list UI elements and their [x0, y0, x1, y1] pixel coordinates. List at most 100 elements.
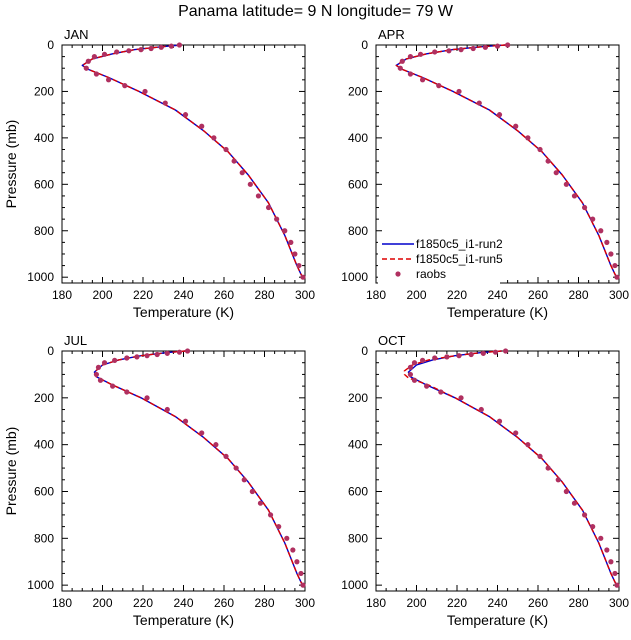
y-tick-label: 800	[348, 224, 368, 238]
x-tick-label: 300	[609, 596, 629, 610]
y-tick-label: 0	[361, 344, 368, 358]
raobs-point	[144, 353, 150, 359]
plot-frame	[61, 350, 306, 592]
y-tick-label: 1000	[27, 270, 54, 284]
raobs-point	[525, 135, 531, 141]
panel-oct: 180 200 220 240 260 280 300 0 200 400 600 800 1000 Te…	[341, 333, 629, 628]
raobs-point	[614, 582, 620, 588]
x-tick-label: 260	[214, 596, 234, 610]
raobs-point	[553, 170, 559, 176]
raobs-point	[288, 239, 294, 245]
raobs-point	[241, 477, 247, 483]
x-tick-label: 260	[528, 596, 548, 610]
raobs-point	[478, 406, 484, 413]
raobs-point	[223, 146, 229, 153]
raobs-point	[294, 559, 300, 565]
y-tick-label: 800	[34, 531, 54, 545]
raobs-point	[608, 559, 614, 565]
raobs-point	[492, 349, 499, 355]
raobs-point	[211, 135, 217, 141]
raobs-point	[470, 45, 476, 52]
y-tick-label: 0	[47, 344, 54, 358]
raobs-point	[590, 216, 596, 222]
x-tick-label: 300	[295, 288, 315, 302]
raobs-point	[93, 71, 100, 77]
raobs-point	[545, 465, 551, 471]
raobs-point	[432, 355, 438, 361]
y-tick-label: 800	[34, 224, 54, 238]
raobs-point	[545, 158, 551, 164]
raobs-point	[282, 228, 288, 234]
raobs-point	[284, 535, 290, 541]
raobs-point	[407, 364, 414, 370]
x-tick-label: 300	[295, 596, 315, 610]
raobs-point	[482, 44, 488, 50]
raobs-point	[231, 158, 237, 164]
raobs-point	[590, 524, 596, 530]
raobs-point	[598, 228, 604, 234]
raobs-point	[114, 49, 120, 55]
x-tick-label: 180	[52, 596, 72, 610]
raobs-point	[290, 547, 296, 553]
raobs-point	[267, 512, 274, 518]
raobs-point	[537, 453, 543, 459]
raobs-point	[162, 100, 168, 106]
y-tick-label: 400	[34, 438, 54, 452]
x-tick-label: 200	[92, 596, 112, 610]
y-tick-label: 200	[34, 84, 54, 98]
raobs-point	[164, 350, 170, 356]
panel-label: JAN	[64, 27, 89, 42]
x-axis-title: Temperature (K)	[447, 612, 548, 628]
x-tick-label: 240	[173, 288, 193, 302]
raobs-point	[105, 77, 112, 83]
raobs-point	[223, 453, 229, 459]
raobs-point	[456, 88, 462, 95]
raobs-point	[164, 406, 170, 413]
plot-frame	[61, 44, 306, 284]
raobs-point	[213, 442, 219, 448]
raobs-point	[247, 181, 253, 187]
x-tick-label: 220	[447, 288, 467, 302]
y-tick-label: 600	[348, 177, 368, 191]
series-line-run5	[403, 350, 618, 587]
panel-label: JUL	[64, 333, 87, 348]
x-tick-label: 260	[214, 288, 234, 302]
raobs-point	[407, 54, 414, 60]
raobs-point	[612, 262, 618, 269]
x-axis-title: Temperature (K)	[447, 304, 548, 320]
raobs-point	[274, 216, 280, 222]
raobs-point	[83, 65, 89, 71]
series-line-run2	[407, 350, 618, 587]
raobs-point	[436, 83, 442, 89]
raobs-point	[480, 350, 486, 356]
raobs-point	[563, 181, 569, 187]
raobs-point	[91, 54, 97, 60]
x-tick-label: 220	[447, 596, 467, 610]
raobs-point	[397, 65, 403, 71]
y-axis-title: Pressure (mb)	[3, 427, 19, 516]
raobs-point	[176, 349, 183, 355]
raobs-point	[97, 377, 104, 383]
x-tick-label: 180	[366, 596, 386, 610]
y-tick-label: 200	[348, 84, 368, 98]
raobs-point	[496, 112, 503, 118]
y-tick-label: 600	[34, 484, 54, 498]
raobs-point	[276, 524, 282, 530]
raobs-point	[438, 389, 444, 395]
x-tick-label: 280	[568, 596, 588, 610]
raobs-point	[95, 364, 102, 370]
legend-label: raobs	[416, 267, 446, 281]
y-tick-label: 200	[348, 391, 368, 405]
raobs-point	[468, 351, 474, 358]
y-tick-label: 1000	[341, 270, 368, 284]
raobs-point	[199, 123, 205, 129]
raobs-point	[142, 88, 148, 95]
raobs-point	[456, 353, 462, 359]
y-tick-label: 800	[348, 531, 368, 545]
raobs-point	[505, 42, 511, 48]
y-axis-title: Pressure (mb)	[3, 120, 19, 209]
raobs-point	[571, 500, 578, 506]
raobs-point	[407, 71, 414, 77]
